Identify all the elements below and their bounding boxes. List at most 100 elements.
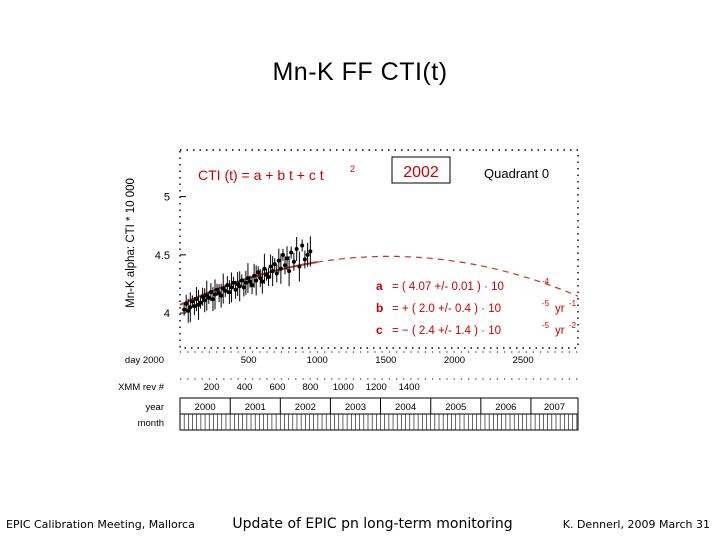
x-tick-label: 800 [302, 382, 318, 393]
data-point [302, 257, 307, 262]
data-point [256, 270, 261, 275]
x-tick-label: 2500 [513, 355, 534, 366]
fit-param-unit: yr [555, 303, 565, 315]
data-point [243, 280, 248, 285]
data-point [247, 279, 252, 284]
fit-param-exponent: -5 [542, 299, 550, 308]
x-axis-row-label: day 2000 [125, 355, 164, 366]
data-point [208, 290, 213, 295]
footer-author-date: K. Dennerl, 2009 March 31 [562, 518, 710, 531]
x-tick-label: 400 [237, 382, 253, 393]
year-label-cell: 2004 [395, 402, 416, 413]
data-point [239, 278, 244, 283]
fit-extrapolation [317, 255, 579, 297]
year-label: 2002 [403, 164, 439, 181]
year-label-cell: 2005 [445, 402, 466, 413]
fit-param-unit-exponent: -1 [569, 299, 577, 308]
data-point [200, 294, 205, 299]
fit-formula-exponent: 2 [350, 164, 355, 174]
y-axis-label: Mn-K alpha: CTI * 10 000 [125, 178, 137, 308]
year-box [391, 156, 451, 184]
year-label-cell: 2003 [345, 402, 366, 413]
data-point [229, 285, 234, 290]
data-point [252, 273, 257, 278]
data-point [206, 295, 211, 300]
year-row-label: year [146, 402, 164, 413]
y-tick-label: 5 [164, 192, 170, 204]
year-label-cell: 2006 [495, 402, 516, 413]
data-point [245, 276, 250, 281]
data-point [227, 290, 232, 295]
month-row-label: month [138, 418, 164, 429]
data-point [254, 278, 259, 283]
data-point [198, 300, 203, 305]
y-tick-label: 4 [164, 308, 170, 320]
x-tick-label: 1000 [307, 355, 328, 366]
data-point [285, 256, 290, 261]
x-tick-label: 1000 [333, 382, 354, 393]
data-point [186, 308, 191, 313]
data-point [184, 301, 189, 306]
data-point [291, 259, 296, 264]
data-point [219, 293, 224, 298]
data-point [305, 252, 310, 257]
data-point [223, 288, 228, 293]
data-point [274, 271, 279, 276]
fit-param-value: = − ( 2.4 +/- 1.4 ) · 10 [392, 325, 501, 337]
x-axis-row-label: XMM rev # [118, 382, 165, 393]
footer-meeting: EPIC Calibration Meeting, Mallorca [6, 518, 195, 531]
y-tick-label: 4.5 [155, 250, 170, 262]
x-tick-label: 1200 [366, 382, 387, 393]
quadrant-label: Quadrant 0 [484, 166, 549, 181]
year-label-cell: 2000 [195, 402, 216, 413]
x-tick-label: 2000 [444, 355, 465, 366]
plot-frame [179, 149, 579, 349]
data-point [210, 297, 215, 302]
x-tick-label: 200 [204, 382, 220, 393]
fit-param-unit-exponent: -2 [569, 321, 577, 330]
data-point [308, 249, 313, 254]
fit-formula: CTI (t) = a + b t + c t [198, 167, 324, 183]
data-point [258, 276, 263, 281]
data-point [270, 269, 275, 274]
data-point [237, 284, 242, 289]
data-point [268, 264, 273, 269]
fit-param-name: b [376, 301, 383, 315]
data-point [280, 252, 285, 257]
data-point [192, 304, 197, 309]
year-row-frame [179, 397, 579, 415]
data-point [276, 258, 281, 263]
data-point [188, 305, 193, 310]
data-point [241, 285, 246, 290]
data-point [287, 269, 292, 274]
footer-talk-title: Update of EPIC pn long-term monitoring [232, 516, 513, 532]
data-point [250, 283, 255, 288]
fit-param-name: c [376, 323, 383, 337]
fit-param-value: = ( 4.07 +/- 0.01 ) · 10 [392, 281, 504, 293]
data-point [282, 263, 287, 268]
fit-param-exponent: -4 [542, 277, 550, 286]
data-point [194, 297, 199, 302]
x-tick-label: 1400 [399, 382, 420, 393]
data-point [272, 262, 277, 267]
data-point [266, 274, 271, 279]
year-label-cell: 2007 [544, 402, 565, 413]
slide-title: Mn-K FF CTI(t) [272, 58, 448, 86]
data-point [294, 247, 299, 251]
data-point [289, 250, 294, 255]
data-point [231, 280, 236, 285]
data-point [233, 287, 238, 292]
year-label-cell: 2002 [295, 402, 316, 413]
data-point [225, 283, 230, 288]
data-point [190, 299, 195, 304]
fit-param-value: = + ( 2.0 +/- 0.4 ) · 10 [392, 303, 501, 315]
fit-param-name: a [376, 279, 383, 293]
year-label-cell: 2001 [245, 402, 266, 413]
fit-param-unit: yr [555, 325, 565, 337]
data-point [212, 292, 217, 297]
data-point [262, 266, 267, 271]
data-point [297, 264, 302, 269]
data-point [215, 287, 220, 292]
x-tick-label: 600 [270, 382, 286, 393]
